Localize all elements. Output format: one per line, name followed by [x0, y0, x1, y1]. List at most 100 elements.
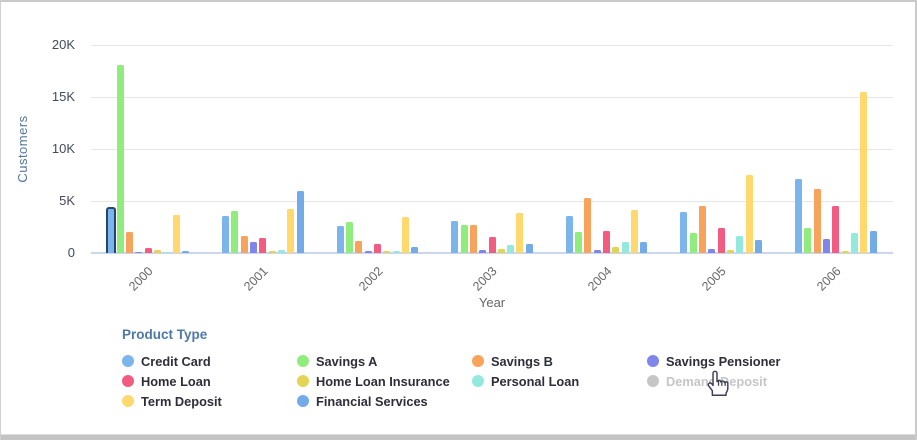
bar-savings-b-2005[interactable] — [698, 206, 706, 253]
legend-marker-credit-card-icon — [122, 355, 134, 367]
legend-item-label: Term Deposit — [141, 393, 222, 409]
bar-savings-a-2006[interactable] — [804, 228, 812, 253]
bar-savings-pensioner-2003[interactable] — [479, 249, 487, 253]
legend-marker-savings-b-icon — [472, 355, 484, 367]
legend-marker-savings-pensioner-icon — [647, 355, 659, 367]
bar-personal-loan-2003[interactable] — [507, 245, 515, 253]
legend-marker-demand-deposit-icon — [647, 375, 659, 387]
bar-credit-card-2000[interactable] — [105, 207, 116, 253]
bar-personal-loan-2004[interactable] — [621, 241, 629, 253]
legend-item-demand-deposit[interactable]: Demand Deposit — [647, 371, 767, 391]
legend-item-personal-loan[interactable]: Personal Loan — [472, 371, 579, 391]
bar-savings-a-2000[interactable] — [116, 64, 124, 253]
bar-savings-a-2004[interactable] — [575, 232, 583, 253]
legend-item-label: Financial Services — [316, 393, 428, 409]
bar-financial-services-2006[interactable] — [869, 231, 877, 253]
bar-term-deposit-2000[interactable] — [172, 214, 180, 253]
bar-term-deposit-2003[interactable] — [516, 212, 524, 253]
bar-financial-services-2003[interactable] — [525, 243, 533, 253]
gridline — [91, 97, 893, 98]
bar-financial-services-2000[interactable] — [182, 251, 190, 253]
legend-marker-financial-services-icon — [297, 395, 309, 407]
bar-personal-loan-2002[interactable] — [392, 250, 400, 253]
legend-item-label: Home Loan — [141, 373, 211, 389]
x-axis-tick-label: 2004 — [584, 264, 615, 294]
bar-savings-a-2003[interactable] — [460, 224, 468, 253]
bar-home-loan-insurance-2000[interactable] — [154, 250, 162, 253]
legend-item-savings-b[interactable]: Savings B — [472, 351, 553, 371]
bar-home-loan-2004[interactable] — [603, 231, 611, 253]
legend-item-savings-pensioner[interactable]: Savings Pensioner — [647, 351, 781, 371]
bar-savings-pensioner-2005[interactable] — [708, 248, 716, 253]
legend-title: Product Type — [122, 327, 208, 342]
legend-item-label: Home Loan Insurance — [316, 373, 450, 389]
bar-financial-services-2001[interactable] — [296, 190, 304, 253]
bar-term-deposit-2001[interactable] — [287, 209, 295, 253]
bar-credit-card-2005[interactable] — [680, 212, 688, 253]
y-axis-tick-label: 0 — [67, 245, 75, 260]
gridline — [91, 149, 893, 150]
bar-credit-card-2004[interactable] — [565, 215, 573, 253]
bar-home-loan-2002[interactable] — [373, 243, 381, 253]
bar-savings-a-2005[interactable] — [689, 233, 697, 253]
bar-financial-services-2005[interactable] — [754, 240, 762, 253]
bar-savings-b-2004[interactable] — [584, 197, 592, 253]
legend-item-label: Demand Deposit — [666, 373, 767, 389]
bar-home-loan-insurance-2002[interactable] — [383, 250, 391, 253]
bar-savings-a-2002[interactable] — [345, 221, 353, 253]
y-axis-tick-label: 20K — [51, 37, 75, 52]
bar-credit-card-2006[interactable] — [794, 179, 802, 253]
bar-home-loan-2001[interactable] — [259, 238, 267, 253]
legend-item-savings-a[interactable]: Savings A — [297, 351, 377, 371]
bar-home-loan-insurance-2005[interactable] — [726, 249, 734, 253]
bar-home-loan-2003[interactable] — [488, 237, 496, 253]
legend-item-term-deposit[interactable]: Term Deposit — [122, 391, 222, 411]
y-axis-tick-label: 10K — [51, 141, 75, 156]
legend-item-label: Savings B — [491, 353, 553, 369]
legend-item-home-loan-insurance[interactable]: Home Loan Insurance — [297, 371, 450, 391]
bar-credit-card-2003[interactable] — [451, 220, 459, 253]
bar-savings-pensioner-2000[interactable] — [135, 252, 143, 253]
bar-credit-card-2002[interactable] — [336, 225, 344, 253]
bar-home-loan-insurance-2004[interactable] — [612, 246, 620, 253]
bar-savings-b-2006[interactable] — [813, 188, 821, 253]
x-axis-tick-label: 2005 — [699, 264, 730, 294]
bar-personal-loan-2006[interactable] — [850, 233, 858, 253]
legend-marker-term-deposit-icon — [122, 395, 134, 407]
legend-marker-personal-loan-icon — [472, 375, 484, 387]
x-axis-tick-label: 2003 — [470, 264, 500, 294]
legend-item-home-loan[interactable]: Home Loan — [122, 371, 211, 391]
bar-personal-loan-2005[interactable] — [736, 236, 744, 253]
bar-personal-loan-2001[interactable] — [278, 249, 286, 253]
bar-savings-pensioner-2004[interactable] — [593, 249, 601, 253]
bar-savings-b-2001[interactable] — [240, 236, 248, 253]
bar-home-loan-insurance-2001[interactable] — [268, 250, 276, 253]
x-axis-tick-label: 2006 — [814, 264, 844, 294]
legend-item-label: Personal Loan — [491, 373, 580, 389]
bar-term-deposit-2006[interactable] — [860, 91, 868, 253]
bar-credit-card-2001[interactable] — [222, 215, 230, 253]
legend-item-label: Savings A — [316, 353, 378, 369]
bar-savings-pensioner-2006[interactable] — [822, 239, 830, 253]
bar-home-loan-2005[interactable] — [717, 228, 725, 253]
bar-financial-services-2002[interactable] — [411, 246, 419, 253]
legend-item-financial-services[interactable]: Financial Services — [297, 391, 428, 411]
bar-home-loan-insurance-2006[interactable] — [841, 251, 849, 253]
bar-home-loan-2000[interactable] — [144, 248, 152, 253]
x-axis-tick-label: 2001 — [241, 264, 271, 294]
bar-home-loan-insurance-2003[interactable] — [497, 248, 505, 253]
bar-term-deposit-2002[interactable] — [401, 216, 409, 253]
bar-savings-a-2001[interactable] — [231, 211, 239, 253]
bar-home-loan-2006[interactable] — [832, 206, 840, 253]
bar-financial-services-2004[interactable] — [640, 241, 648, 253]
bar-savings-b-2000[interactable] — [126, 232, 134, 253]
legend-item-credit-card[interactable]: Credit Card — [122, 351, 211, 371]
bar-savings-b-2002[interactable] — [355, 240, 363, 253]
legend-item-label: Credit Card — [141, 353, 211, 369]
bar-term-deposit-2004[interactable] — [631, 209, 639, 253]
bar-savings-pensioner-2002[interactable] — [364, 250, 372, 253]
bar-personal-loan-2000[interactable] — [163, 252, 171, 253]
bar-savings-pensioner-2001[interactable] — [250, 241, 258, 253]
bar-savings-b-2003[interactable] — [469, 224, 477, 253]
bar-term-deposit-2005[interactable] — [745, 175, 753, 253]
